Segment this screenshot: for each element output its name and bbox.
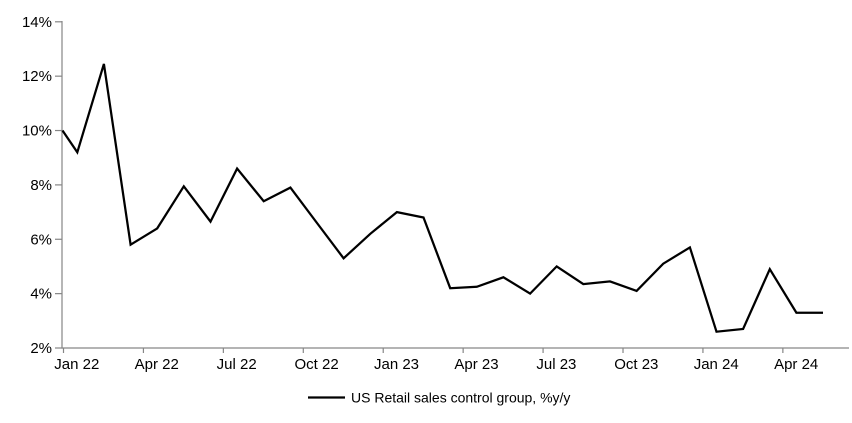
x-axis-label: Jul 23 bbox=[536, 356, 576, 373]
x-axis-label: Apr 24 bbox=[774, 356, 818, 373]
legend-label: US Retail sales control group, %y/y bbox=[351, 390, 570, 406]
y-axis-label: 12% bbox=[22, 68, 52, 85]
x-axis-label: Oct 23 bbox=[614, 356, 658, 373]
y-axis-label: 14% bbox=[22, 14, 52, 31]
x-axis-label: Jan 22 bbox=[54, 356, 99, 373]
y-axis-label: 8% bbox=[30, 177, 52, 194]
y-axis-ticks: 2% 4% 6% 8% 10% 12% 14% bbox=[22, 14, 62, 357]
y-axis-label: 2% bbox=[30, 340, 52, 357]
series-group bbox=[61, 63, 823, 333]
x-axis-label: Apr 22 bbox=[135, 356, 179, 373]
y-axis-label: 10% bbox=[22, 123, 52, 140]
x-axis-label: Apr 23 bbox=[454, 356, 498, 373]
y-axis-label: 6% bbox=[30, 231, 52, 248]
x-axis-ticks: Jan 22 Apr 22 Jul 22 Oct 22 Jan 23 Apr 23 Jul … bbox=[54, 348, 818, 373]
x-axis-label: Jul 22 bbox=[217, 356, 257, 373]
series-line bbox=[61, 63, 823, 333]
x-axis-label: Oct 22 bbox=[294, 356, 338, 373]
y-axis-label: 4% bbox=[30, 286, 52, 303]
x-axis-label: Jan 23 bbox=[374, 356, 419, 373]
x-axis-label: Jan 24 bbox=[694, 356, 739, 373]
legend: US Retail sales control group, %y/y bbox=[308, 390, 570, 406]
